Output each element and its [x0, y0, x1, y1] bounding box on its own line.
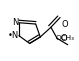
Text: OCH₃: OCH₃ — [55, 36, 74, 41]
Text: •N: •N — [8, 31, 19, 40]
Text: O: O — [62, 20, 68, 28]
Text: O: O — [60, 34, 67, 43]
Text: N: N — [13, 18, 19, 27]
